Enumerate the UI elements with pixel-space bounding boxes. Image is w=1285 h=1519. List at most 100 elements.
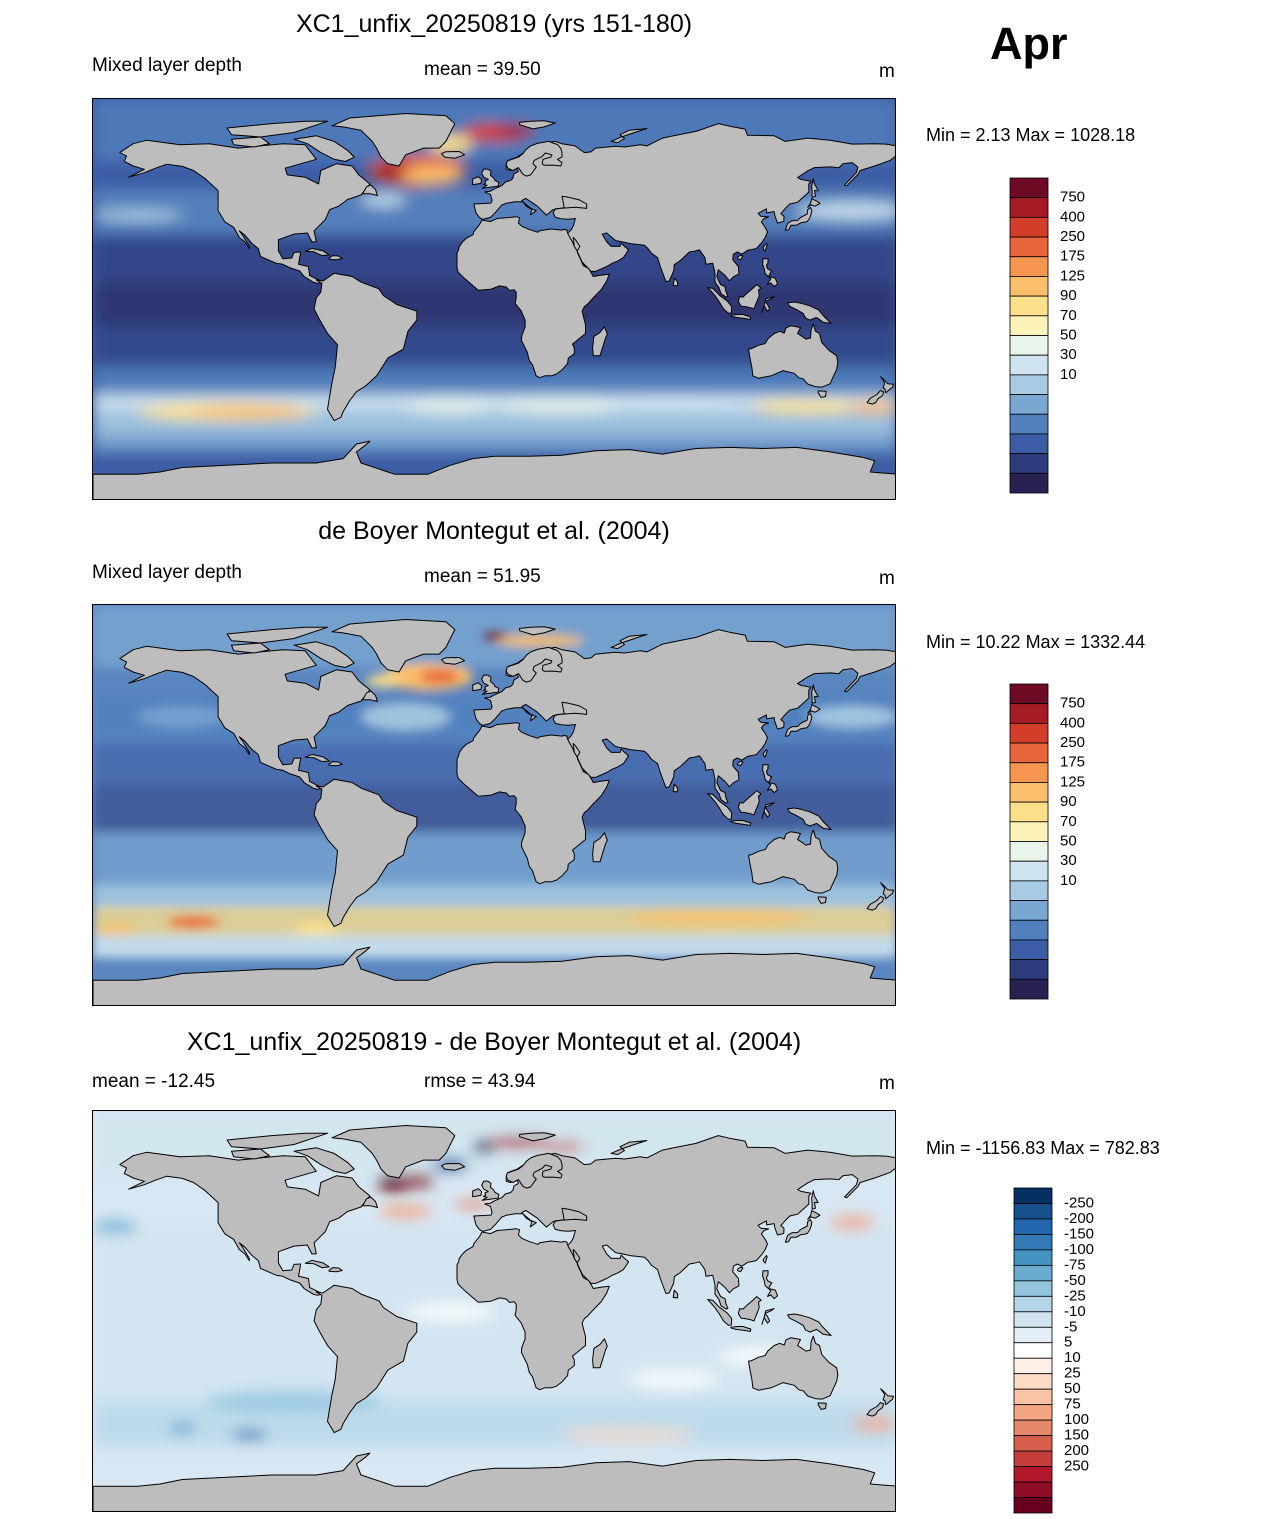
land-cuba [304,247,330,257]
land-newGuinea [787,1313,832,1336]
panel-2-center-label: mean = 51.95 [424,566,541,587]
land-baffin [293,1147,355,1174]
land-borneo [737,1296,762,1322]
obs-mld-map [93,605,895,1005]
mld-contour-region [378,1204,433,1219]
land-greenland [331,113,456,167]
mld-colorbar-swatch [1009,782,1049,803]
mld-contour-region [419,669,460,684]
mld-colorbar: 750 400 250 175 125 90 70 50 30 10 [1009,683,1085,1000]
land-iceland [440,1163,466,1171]
mld-colorbar-swatch [1009,216,1049,238]
land-hainan [737,1266,744,1273]
land-iceland [440,151,466,159]
mld-colorbar-swatch [1009,256,1049,277]
land-borneo [737,284,762,310]
mld-contour-region [830,1215,875,1230]
land-ireland [472,1188,483,1198]
land-sulawesi [761,1308,775,1325]
land-taiwan [762,749,768,758]
mld-colorbar-swatch [1009,683,1049,705]
land-newGuinea [787,807,832,830]
mld-contour-region [168,1423,196,1433]
month-label: Apr [990,18,1068,69]
land-australia [748,829,839,894]
diff-colorbar-swatch [1013,1481,1053,1498]
mld-colorbar-tick-label: 750 [1060,189,1085,206]
diff-colorbar-tick-label: 25 [1064,1365,1081,1382]
land-newfoundland [362,184,378,196]
mld-colorbar-tick-label: 250 [1060,734,1085,751]
land-northAmerica [119,139,371,284]
land-sriLanka [672,277,679,287]
land-java [730,820,752,826]
panel-2-colorbar: 750 400 250 175 125 90 70 50 30 10 [1008,682,1128,1000]
mld-latitude-band [93,282,895,327]
mld-contour-region [166,915,221,929]
land-sriLanka [672,783,679,793]
land-southAmerica [313,778,418,928]
land-sakhalin [811,1190,819,1210]
land-sumatra [707,793,733,820]
mld-colorbar-swatch [1009,295,1049,317]
diff-colorbar-tick-label: 75 [1064,1396,1081,1413]
panel-1-left-label: Mixed layer depth [92,55,242,76]
mld-contour-region [93,208,183,222]
diff-colorbar-tick-label: 150 [1064,1427,1089,1444]
land-southAmerica [313,272,418,422]
land-novaya [610,128,648,144]
mld-colorbar-swatch [1009,821,1049,842]
land-japan [784,1219,813,1243]
land-sumatra [707,1299,733,1326]
mld-contour-region [847,400,895,414]
land-northAmerica [119,645,371,790]
panel-3-title: XC1_unfix_20250819 - de Boyer Montegut e… [186,1028,802,1056]
land-tasmania [817,390,827,398]
diff-colorbar-tick-label: 100 [1064,1411,1089,1428]
mld-contour-region [539,1142,585,1152]
mld-colorbar-swatch [1009,315,1049,336]
land-newGuinea [787,301,832,324]
mld-contour-region [495,400,629,414]
mld-colorbar-tick-label: 90 [1060,287,1077,304]
mld-colorbar-tick-label: 50 [1060,832,1077,849]
mld-colorbar-swatch [1009,978,1049,1000]
mld-contour-region [231,1430,268,1440]
mld-colorbar-tick-label: 125 [1060,773,1085,790]
panel-1-center-label: mean = 39.50 [424,59,541,80]
mld-contour-region [361,192,406,207]
mld-colorbar-swatch [1009,276,1049,297]
land-tasmania [817,1402,827,1410]
panel-3-colorbar: -250 -200 -150 -100 -75 -50 -25 -10 -5 5 10 25 50 75 1… [1012,1186,1132,1514]
mld-colorbar-tick-label: 50 [1060,326,1077,343]
land-taiwan [762,1255,768,1264]
land-sumatra [707,287,733,314]
mld-colorbar-swatch [1009,841,1049,862]
land-britain [481,1180,500,1201]
land-victoria [231,136,270,148]
diff-colorbar-swatch [1013,1280,1053,1297]
land-nzS [866,895,885,911]
land-scandinavia [505,646,563,683]
mld-colorbar-swatch [1009,919,1049,941]
mld-contour-region [405,1303,496,1321]
mld-contour-region [361,703,451,731]
panel-2-title: de Boyer Montegut et al. (2004) [318,517,670,545]
panel-3-left-label: mean = -12.45 [92,1071,216,1092]
land-cuba [304,753,330,763]
land-madagascar [592,832,608,863]
land-arcticIsl [226,626,328,644]
mld-colorbar-tick-label: 175 [1060,248,1085,265]
diff-colorbar-swatch [1013,1264,1053,1282]
mld-contour-region [629,1370,719,1388]
mld-colorbar-swatch [1009,722,1049,744]
land-svalbard [519,120,556,130]
land-hispaniola [328,1267,343,1273]
mld-colorbar-tick-label: 90 [1060,793,1077,810]
diff-colorbar-swatch [1013,1234,1053,1251]
land-victoria [231,642,270,654]
mld-colorbar-swatch [1009,394,1049,415]
land-hokkaido [807,704,821,714]
mld-colorbar-swatch [1009,801,1049,823]
diff-colorbar-swatch [1013,1497,1053,1514]
